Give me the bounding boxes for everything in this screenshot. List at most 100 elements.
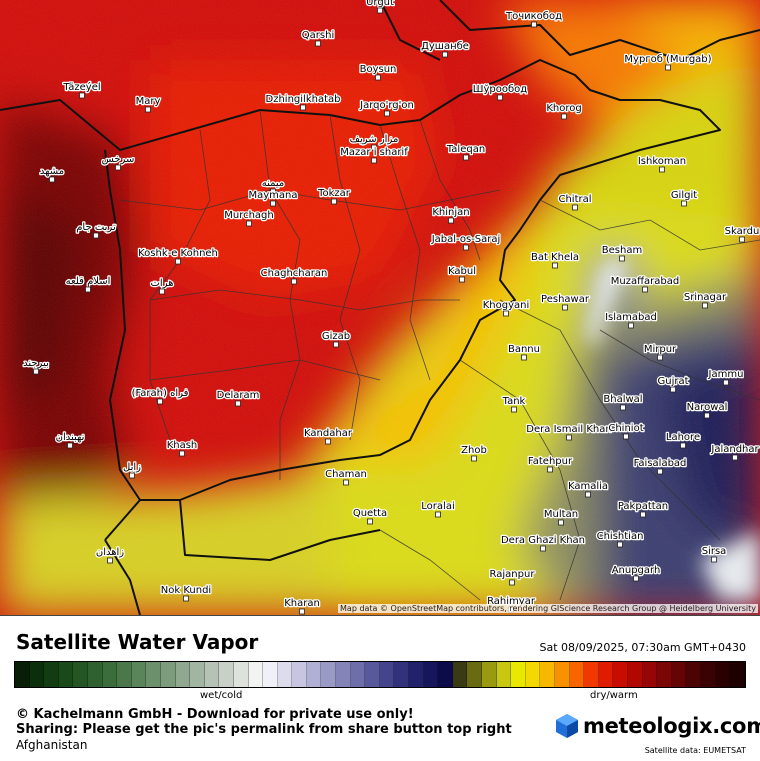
city-marker: اسلام قلعه — [64, 275, 112, 293]
city-marker: Chaman — [324, 468, 368, 486]
city-marker: Мургоб (Murgab) — [623, 53, 713, 71]
city-label: Peshawar — [541, 294, 590, 305]
city-marker: Pakpattan — [617, 500, 669, 518]
city-marker: Dzhingilkhatab — [264, 93, 342, 111]
city-label: بیرجند — [23, 358, 49, 369]
city-label: Душанбе — [421, 41, 469, 52]
city-dot — [723, 379, 729, 386]
city-label: Khinjan — [432, 207, 469, 218]
city-dot — [503, 310, 509, 317]
scale-swatch — [73, 662, 88, 687]
city-marker: Rajanpur — [488, 568, 537, 586]
city-label: زابل — [123, 462, 141, 473]
city-marker: Täzeýel — [61, 80, 102, 99]
meteologix-logo[interactable]: meteologix.com — [555, 713, 760, 739]
city-dot — [93, 232, 99, 239]
scale-swatch — [584, 662, 599, 687]
city-dot — [657, 354, 663, 361]
city-marker: Nok Kundi — [159, 584, 213, 602]
city-dot — [246, 220, 252, 227]
city-marker: Peshawar — [540, 293, 591, 311]
city-dot — [300, 104, 306, 111]
city-marker: زاهدان — [95, 546, 126, 564]
city-dot — [552, 262, 558, 269]
satellite-map[interactable]: Urgut Точикобод Qarshi Душанбе Мургоб (Murga… — [0, 0, 760, 615]
city-dot — [561, 113, 567, 120]
city-dot — [107, 557, 113, 564]
city-label: Maymana — [248, 190, 297, 201]
city-marker: بیرجند — [22, 357, 50, 375]
scale-swatch — [248, 662, 264, 687]
scale-swatch — [598, 662, 614, 687]
city-label: Zhob — [461, 445, 487, 456]
satellite-credit: Satellite data: EUMETSAT — [644, 746, 746, 755]
scale-swatch — [117, 662, 132, 687]
city-label: Dera Ghazi Khan — [501, 535, 585, 546]
scale-swatch — [87, 662, 103, 687]
scale-label-wet: wet/cold — [200, 690, 243, 701]
city-label: Chiniot — [608, 423, 643, 434]
city-marker: Sirsa — [700, 545, 728, 563]
city-label: Mazar i sharif — [340, 147, 408, 158]
city-label: Khogyani — [483, 300, 530, 311]
city-marker: Khinjan — [431, 206, 471, 224]
city-dot — [145, 106, 151, 113]
city-label: Quetta — [353, 508, 387, 519]
city-dot — [333, 341, 339, 348]
city-dot — [681, 200, 687, 207]
city-marker: Dera Ghazi Khan — [500, 534, 586, 552]
city-label: Loralai — [421, 501, 454, 512]
city-marker: Delaram — [215, 389, 261, 407]
city-dot — [739, 236, 745, 243]
copyright-notice: © Kachelmann GmbH - Download for private… — [16, 707, 512, 737]
city-dot — [183, 595, 189, 602]
city-label: Chaghcharan — [261, 268, 328, 279]
scale-swatch — [15, 662, 30, 687]
city-label: Шўрообод — [473, 83, 527, 95]
city-label: Fatehpur — [528, 456, 573, 467]
city-dot — [511, 406, 517, 413]
city-label: Kharan — [284, 598, 320, 609]
city-label: Chaman — [325, 469, 367, 480]
city-label: Jalandhar — [710, 444, 759, 455]
scale-swatch — [715, 662, 731, 687]
city-label: Täzeýel — [62, 81, 100, 93]
footer-panel — [0, 615, 760, 761]
city-marker: Koshk-e Kohneh — [137, 247, 219, 265]
city-marker: Murchagh — [223, 209, 275, 227]
city-label: Kamalia — [568, 481, 608, 492]
city-marker: Tank — [500, 395, 527, 413]
scale-swatch — [671, 662, 687, 687]
city-label: Bhalwal — [603, 394, 642, 405]
city-label: Gilgit — [671, 190, 697, 201]
city-marker: Gizab — [321, 330, 351, 348]
city-label: Murchagh — [224, 210, 274, 221]
city-dot — [325, 438, 331, 445]
scale-swatch — [730, 662, 745, 687]
city-label: سرخس — [102, 154, 135, 165]
scale-swatch — [554, 662, 570, 687]
city-label: اسلام قلعه — [66, 276, 111, 287]
city-label: Bat Khela — [531, 252, 579, 263]
city-dot — [585, 491, 591, 498]
scale-swatch — [496, 662, 512, 687]
city-dot — [270, 188, 276, 195]
city-marker: Kandahar — [303, 427, 354, 445]
city-label: Koshk-e Kohneh — [138, 248, 218, 259]
city-dot — [562, 304, 568, 311]
map-attribution[interactable]: Map data © OpenStreetMap contributors, r… — [338, 604, 758, 613]
city-label: Tokzar — [317, 188, 351, 199]
city-dot — [521, 354, 527, 361]
scale-swatch — [292, 662, 307, 687]
city-dot — [85, 286, 91, 293]
city-marker: Narowal — [685, 401, 729, 419]
city-dot — [633, 575, 639, 582]
scale-swatch — [540, 662, 555, 687]
city-marker: مشهد — [39, 165, 65, 183]
scale-swatch — [131, 662, 147, 687]
scale-swatch — [569, 662, 585, 687]
city-marker: Taleqan — [445, 143, 486, 161]
city-label: Gizab — [322, 331, 350, 342]
city-dot — [459, 276, 465, 283]
city-dot — [623, 433, 629, 440]
